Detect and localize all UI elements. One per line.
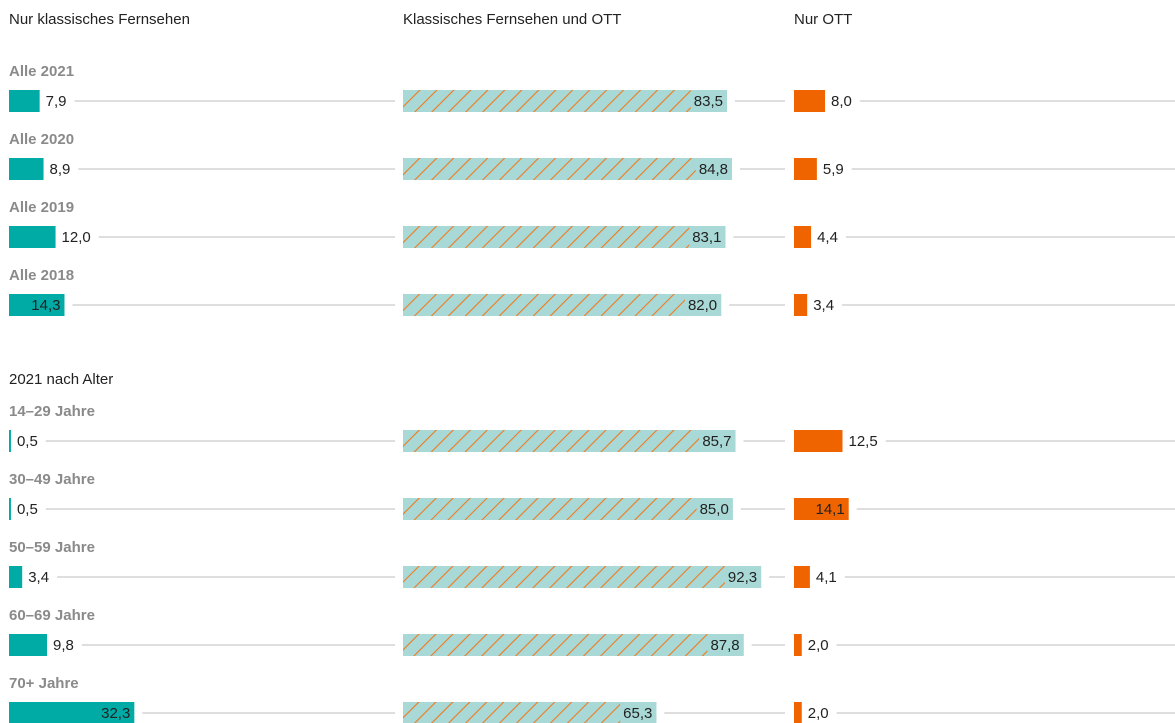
value-label: 3,4	[813, 297, 834, 314]
bar	[403, 634, 744, 656]
value-label: 8,9	[50, 161, 71, 178]
value-label-bg	[684, 294, 722, 316]
bar	[403, 90, 727, 112]
value-label: 87,8	[710, 637, 739, 654]
bar	[403, 158, 733, 180]
value-label: 8,0	[831, 93, 852, 110]
legend-label: Nur klassisches Fernsehen	[9, 11, 190, 28]
value-label: 85,7	[702, 433, 731, 450]
bar	[9, 294, 65, 316]
category-label: Alle 2021	[9, 63, 74, 80]
bar	[794, 158, 817, 180]
value-label-bg	[620, 702, 657, 723]
value-label: 4,1	[816, 569, 837, 586]
value-label-bg	[690, 90, 727, 112]
legend-label: Nur OTT	[794, 11, 852, 28]
category-label: Alle 2020	[9, 131, 74, 148]
value-label-bg	[695, 158, 733, 180]
value-label: 3,4	[28, 569, 49, 586]
bar	[9, 498, 11, 520]
category-label: Alle 2018	[9, 267, 74, 284]
bar	[403, 430, 736, 452]
bar	[794, 430, 843, 452]
value-label: 0,5	[17, 433, 38, 450]
bar	[794, 702, 802, 723]
bar	[794, 566, 810, 588]
bar	[403, 702, 657, 723]
value-label: 4,4	[817, 229, 838, 246]
value-label-bg	[707, 634, 744, 656]
category-label: 60–69 Jahre	[9, 607, 95, 624]
value-label: 14,1	[816, 501, 845, 518]
value-label-bg	[689, 226, 726, 248]
value-label: 83,5	[694, 93, 723, 110]
bar	[9, 430, 11, 452]
bar	[9, 158, 44, 180]
value-label: 7,9	[46, 93, 67, 110]
value-label: 83,1	[692, 229, 721, 246]
bar	[9, 634, 48, 656]
value-label-bg	[699, 430, 736, 452]
legend-label: Klassisches Fernsehen und OTT	[403, 11, 621, 28]
value-label: 2,0	[808, 637, 829, 654]
value-label: 32,3	[101, 705, 130, 722]
category-label: 14–29 Jahre	[9, 403, 95, 420]
category-label: 30–49 Jahre	[9, 471, 95, 488]
value-label: 82,0	[688, 297, 717, 314]
bar	[9, 566, 23, 588]
bar	[794, 90, 826, 112]
value-label: 12,0	[62, 229, 91, 246]
group-label: 2021 nach Alter	[9, 371, 113, 388]
bar	[403, 498, 733, 520]
value-label: 14,3	[31, 297, 60, 314]
value-label: 2,0	[808, 705, 829, 722]
bar	[403, 566, 762, 588]
bar	[794, 634, 802, 656]
bar	[794, 498, 849, 520]
bar	[9, 702, 135, 723]
value-label-bg	[696, 498, 733, 520]
value-label: 84,8	[699, 161, 728, 178]
bar	[9, 226, 56, 248]
value-label: 0,5	[17, 501, 38, 518]
bar	[794, 226, 812, 248]
category-label: Alle 2019	[9, 199, 74, 216]
bar	[403, 294, 722, 316]
value-label-bg	[724, 566, 762, 588]
value-label: 92,3	[728, 569, 757, 586]
value-label: 9,8	[53, 637, 74, 654]
value-label: 5,9	[823, 161, 844, 178]
value-label: 12,5	[849, 433, 878, 450]
category-label: 70+ Jahre	[9, 675, 79, 692]
bar	[794, 294, 808, 316]
bar	[403, 226, 726, 248]
bar	[9, 90, 40, 112]
value-label: 65,3	[623, 705, 652, 722]
category-label: 50–59 Jahre	[9, 539, 95, 556]
value-label: 85,0	[700, 501, 729, 518]
